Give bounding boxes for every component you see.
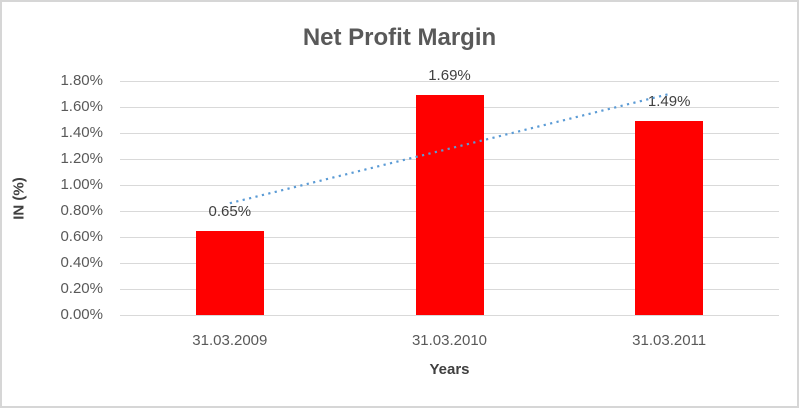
gridline xyxy=(120,81,779,82)
chart-title: Net Profit Margin xyxy=(302,24,497,51)
y-tick-label: 1.80% xyxy=(60,72,103,89)
y-tick-label: 0.00% xyxy=(60,306,103,323)
y-tick-label: 1.40% xyxy=(60,124,103,141)
plot-area xyxy=(120,81,779,316)
x-category-label: 31.03.2009 xyxy=(192,332,268,349)
data-label: 0.65% xyxy=(208,202,252,220)
y-tick-label: 0.40% xyxy=(60,254,103,271)
bar-31.03.2011 xyxy=(635,121,704,315)
x-category-label: 31.03.2010 xyxy=(411,332,488,349)
bar-31.03.2009 xyxy=(195,230,264,315)
y-tick-label: 1.00% xyxy=(60,176,103,193)
x-axis-title: Years xyxy=(429,361,470,378)
gridline xyxy=(120,315,779,316)
x-category-label: 31.03.2011 xyxy=(632,332,707,349)
y-tick-label: 1.60% xyxy=(60,98,103,115)
y-tick-label: 0.60% xyxy=(60,228,103,245)
y-axis-title: IN (%) xyxy=(10,177,28,220)
y-tick-label: 0.20% xyxy=(60,280,103,297)
y-tick-label: 1.20% xyxy=(60,150,103,167)
data-label: 1.49% xyxy=(647,93,691,111)
bar-31.03.2010 xyxy=(415,95,484,315)
data-label: 1.69% xyxy=(428,67,471,85)
y-tick-label: 0.80% xyxy=(60,202,103,219)
